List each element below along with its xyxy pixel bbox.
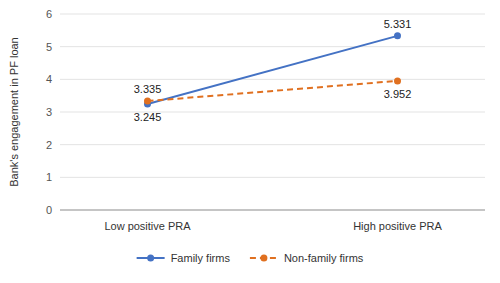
x-tick-label: High positive PRA — [353, 220, 442, 232]
y-tick-label: 1 — [46, 171, 52, 183]
y-tick-label: 2 — [46, 139, 52, 151]
chart-svg: 0 1 2 3 4 5 6 Low positive PRA High positive PRA… — [0, 0, 500, 283]
series-marker — [394, 77, 401, 84]
legend: Family firms Non-family firms — [137, 252, 364, 264]
legend-marker — [147, 255, 154, 262]
series-marker — [394, 32, 401, 39]
grid-line — [60, 46, 485, 47]
grid-line — [60, 177, 485, 178]
data-label: 3.952 — [384, 88, 412, 100]
legend-item: Non-family firms — [250, 252, 364, 264]
series-marker — [144, 98, 151, 105]
grid-line — [60, 112, 485, 113]
y-tick-label: 6 — [46, 8, 52, 20]
x-axis-line — [60, 210, 485, 211]
data-label: 3.335 — [134, 83, 162, 95]
x-tick-label: Low positive PRA — [104, 220, 191, 232]
grid-line — [60, 79, 485, 80]
grid-line — [60, 210, 485, 211]
legend-marker — [260, 255, 267, 262]
y-tick-label: 3 — [46, 106, 52, 118]
series-line — [148, 36, 398, 104]
legend-label: Non-family firms — [284, 252, 364, 264]
y-axis-label: Bank's engagement in PF loan — [8, 37, 20, 186]
plot-area — [144, 32, 401, 107]
y-tick-label: 5 — [46, 41, 52, 53]
grid-line — [60, 14, 485, 15]
data-label: 5.331 — [384, 18, 412, 30]
data-label: 3.245 — [134, 111, 162, 123]
grid-line — [60, 144, 485, 145]
data-labels: 3.245 5.331 3.335 3.952 — [134, 18, 412, 123]
y-tick-label: 0 — [46, 204, 52, 216]
legend-label: Family firms — [171, 252, 231, 264]
series-line — [148, 81, 398, 101]
y-tick-label: 4 — [46, 73, 52, 85]
grid — [60, 14, 485, 210]
chart-container: 0 1 2 3 4 5 6 Low positive PRA High positive PRA… — [0, 0, 500, 283]
legend-item: Family firms — [137, 252, 231, 264]
